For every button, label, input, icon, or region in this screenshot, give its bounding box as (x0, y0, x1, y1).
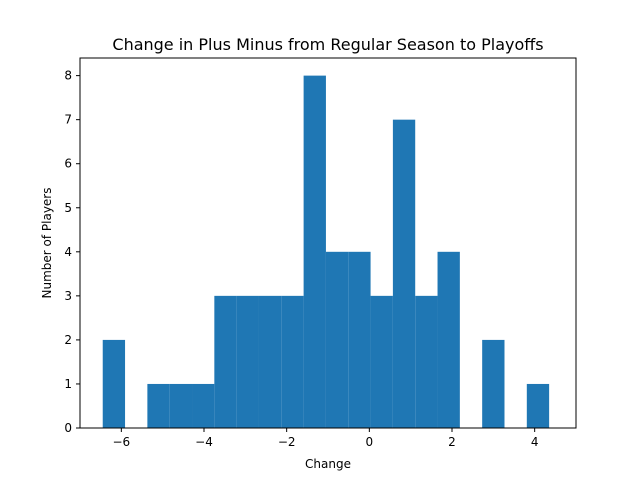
histogram-bar (192, 383, 215, 428)
histogram-bar (415, 295, 438, 428)
x-tick-label: −6 (112, 435, 130, 449)
y-tick-label: 8 (64, 69, 72, 83)
plot-frame (79, 57, 577, 429)
histogram-bar (370, 295, 393, 428)
histogram-bar (526, 383, 550, 428)
y-tick-label: 4 (64, 245, 72, 259)
histogram-bar (325, 251, 349, 428)
chart-title: Change in Plus Minus from Regular Season… (112, 35, 543, 54)
y-tick-label: 1 (64, 377, 72, 391)
y-tick-label: 7 (64, 113, 72, 127)
histogram-bar (147, 383, 170, 428)
histogram-bar (437, 251, 460, 428)
y-axis-ticks: 0 1 2 3 4 5 6 7 8 (64, 69, 80, 435)
y-tick-label: 6 (64, 157, 72, 171)
y-tick-label: 3 (64, 289, 72, 303)
x-axis-label: Change (305, 457, 351, 471)
histogram-bar (482, 339, 505, 428)
histogram-bar (214, 295, 237, 428)
y-axis-label: Number of Players (40, 188, 54, 299)
histogram-bar (348, 251, 371, 428)
histogram-bar (236, 295, 259, 428)
bars-group (102, 75, 550, 429)
x-tick-label: 4 (531, 435, 539, 449)
y-tick-label: 2 (64, 333, 72, 347)
histogram-bar (392, 119, 416, 429)
y-tick-label: 5 (64, 201, 72, 215)
histogram-bar (102, 339, 126, 428)
histogram-bar (281, 295, 304, 428)
x-tick-label: 0 (366, 435, 374, 449)
x-tick-label: −4 (195, 435, 213, 449)
y-tick-label: 0 (64, 421, 72, 435)
x-tick-label: 2 (448, 435, 456, 449)
x-tick-label: −2 (278, 435, 296, 449)
histogram-bar (258, 295, 282, 428)
x-axis-ticks: −6 −4 −2 0 2 4 (112, 428, 538, 449)
histogram-bar (169, 383, 193, 428)
histogram-bar (303, 75, 326, 428)
